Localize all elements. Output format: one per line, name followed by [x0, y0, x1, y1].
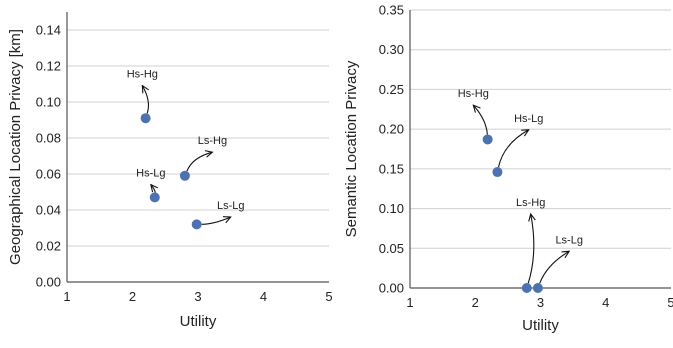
x-tick-label: 2 [129, 289, 136, 304]
annotation-arrow [186, 152, 213, 172]
x-axis-label: Utility [180, 313, 217, 330]
annotation-label: Ls-Hg [516, 197, 545, 209]
annotation-arrow [527, 214, 534, 284]
x-axis-label: Utility [522, 317, 559, 334]
y-tick-label: 0.10 [36, 95, 61, 110]
y-tick-label: 0.14 [36, 23, 61, 38]
y-tick-label: 0.06 [36, 167, 61, 182]
x-tick-label: 4 [602, 295, 609, 310]
y-tick-label: 0.25 [379, 82, 404, 97]
annotation-arrow [473, 105, 488, 135]
data-point [482, 134, 493, 145]
x-tick-label: 1 [63, 289, 70, 304]
x-tick-label: 4 [260, 289, 267, 304]
y-tick-label: 0.04 [36, 203, 61, 218]
data-point [532, 283, 543, 293]
y-tick-label: 0.05 [379, 241, 404, 256]
annotation-label: Hs-Hg [458, 88, 489, 100]
x-tick-label: 3 [194, 289, 201, 304]
y-tick-label: 0.10 [379, 201, 404, 216]
y-tick-label: 0.30 [379, 42, 404, 57]
x-tick-label: 5 [325, 289, 332, 304]
y-tick-label: 0.15 [379, 161, 404, 176]
y-tick-label: 0.00 [379, 281, 404, 296]
data-point [179, 170, 190, 181]
x-tick-label: 5 [667, 295, 673, 310]
y-tick-label: 0.08 [36, 131, 61, 146]
y-tick-label: 0.35 [379, 3, 404, 18]
annotation-arrow [539, 251, 570, 284]
annotation-arrow [201, 217, 231, 225]
y-axis-label: Geographical Location Privacy [km] [7, 29, 24, 265]
data-point [140, 113, 151, 124]
x-tick-label: 3 [537, 295, 544, 310]
y-tick-label: 0.20 [379, 122, 404, 137]
y-tick-label: 0.12 [36, 59, 61, 74]
annotation-label: Ls-Lg [555, 234, 583, 246]
data-point [492, 167, 503, 178]
annotation-label: Ls-Lg [217, 200, 245, 212]
y-axis-label: Semantic Location Privacy [343, 60, 360, 237]
annotation-label: Hs-Lg [514, 113, 543, 125]
data-point [149, 192, 160, 203]
data-point [521, 283, 532, 293]
geographical-privacy-chart: 0.00 0.02 0.04 0.06 0.08 0.10 0.12 0.14 1 2 3 4 5 Uti… [7, 12, 333, 330]
annotation-arrow [151, 185, 155, 193]
x-tick-label: 2 [472, 295, 479, 310]
y-tick-label: 0.02 [36, 239, 61, 254]
data-point [191, 219, 202, 230]
annotation-arrow [142, 86, 148, 114]
y-tick-label: 0.00 [36, 275, 61, 290]
annotation-label: Ls-Hg [198, 135, 227, 147]
annotation-arrow [497, 130, 529, 168]
x-tick-label: 1 [406, 295, 413, 310]
semantic-privacy-chart: 0.00 0.05 0.10 0.15 0.20 0.25 0.30 0.35 1 2 3 4 5 Uti… [343, 3, 673, 335]
annotation-label: Hs-Lg [136, 168, 165, 180]
annotation-label: Hs-Hg [127, 69, 158, 81]
